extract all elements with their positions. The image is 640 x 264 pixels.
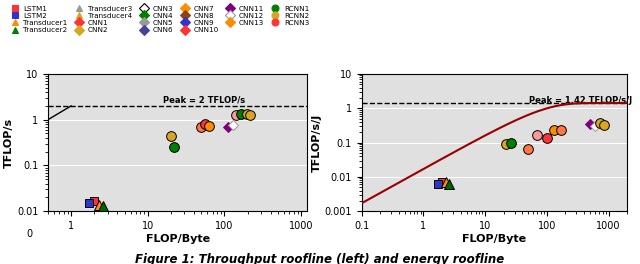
- Text: Peak = 2 TFLOP/s: Peak = 2 TFLOP/s: [163, 96, 246, 105]
- Text: Peak = 1.42 TFLOP/s/J: Peak = 1.42 TFLOP/s/J: [529, 96, 632, 105]
- Legend: LSTM1, LSTM2, Transducer1, Transducer2, Transducer3, Transducer4, CNN1, CNN2, CN: LSTM1, LSTM2, Transducer1, Transducer2, …: [7, 5, 310, 34]
- Text: 0: 0: [27, 229, 33, 239]
- X-axis label: FLOP/Byte: FLOP/Byte: [145, 234, 210, 244]
- Y-axis label: TFLOP/s: TFLOP/s: [4, 117, 14, 168]
- Text: Figure 1: Throughput roofline (left) and energy roofline: Figure 1: Throughput roofline (left) and…: [136, 253, 504, 264]
- Y-axis label: TFLOP/s/J: TFLOP/s/J: [312, 114, 321, 172]
- X-axis label: FLOP/Byte: FLOP/Byte: [462, 234, 527, 244]
